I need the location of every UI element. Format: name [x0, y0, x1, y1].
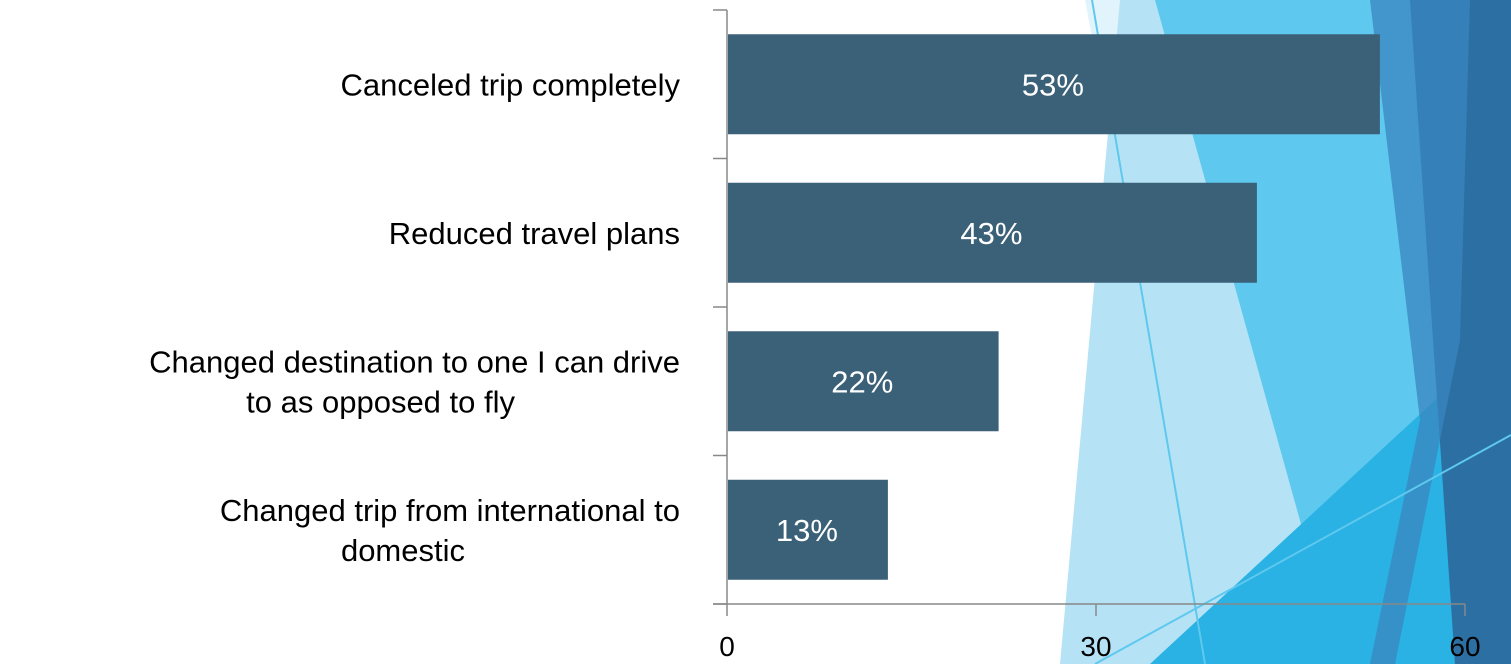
x-tick-label: 0	[719, 631, 735, 662]
category-label: Changed destination to one I can drive to…	[149, 344, 680, 419]
bar-data-label: 43%	[960, 216, 1022, 251]
bar-data-label: 13%	[776, 513, 838, 548]
category-label-line: Canceled trip completely	[341, 67, 681, 102]
chart-axes	[713, 9, 1466, 616]
category-label: Reduced travel plans	[389, 216, 680, 251]
category-label-line: Changed destination to one I can drive	[149, 344, 680, 379]
decor-accent-facet	[1370, 0, 1470, 664]
bar	[728, 479, 888, 580]
category-label-line: Reduced travel plans	[389, 216, 680, 251]
bar-data-label: 22%	[831, 364, 893, 399]
bar	[728, 182, 1257, 283]
decor-line-2	[1094, 434, 1511, 664]
category-label-line: Changed trip from international to	[220, 493, 680, 528]
category-label-line: domestic	[341, 533, 465, 568]
chart-labels: 0 30 60 53% Canceled trip completely 43% Reduc…	[149, 67, 1480, 662]
category-label: Changed trip from international to domest…	[220, 493, 680, 568]
bar-data-label: 53%	[1022, 67, 1084, 102]
chart-bars	[728, 34, 1380, 580]
bar	[728, 331, 999, 432]
x-tick-label: 60	[1449, 631, 1480, 662]
category-label-line: to as opposed to fly	[246, 384, 515, 419]
bar	[728, 34, 1380, 135]
x-tick-label: 30	[1080, 631, 1111, 662]
category-label: Canceled trip completely	[341, 67, 681, 102]
